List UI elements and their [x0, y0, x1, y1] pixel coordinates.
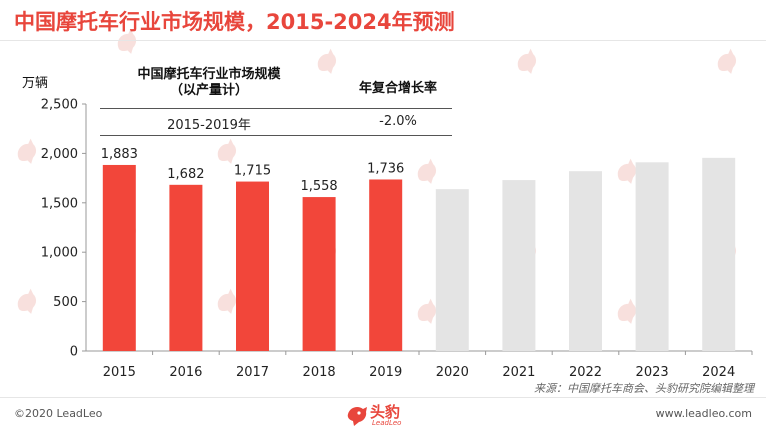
website-link[interactable]: www.leadleo.com [655, 407, 752, 420]
x-tick-label: 2022 [569, 365, 602, 380]
x-tick-label: 2015 [103, 365, 136, 380]
y-tick-label: 500 [53, 295, 78, 310]
watermark-mark [517, 48, 537, 74]
watermark-mark [117, 28, 137, 54]
info-box-period: 2015-2019年 [167, 118, 251, 133]
footer-divider [0, 397, 766, 398]
source-note: 来源：中国摩托车商会、头豹研究院编辑整理 [534, 382, 754, 395]
x-tick-label: 2017 [236, 365, 269, 380]
watermark-mark [217, 138, 237, 164]
info-box-row-background [100, 109, 452, 135]
info-box-header-cagr: 年复合增长率 [358, 81, 437, 96]
actual-bar [369, 179, 403, 351]
info-box-bottom-rule [100, 135, 452, 136]
y-tick-label: 2,000 [41, 147, 78, 162]
y-tick-label: 2,500 [41, 98, 78, 113]
watermark-mark [317, 48, 337, 74]
x-tick-label: 2021 [502, 365, 535, 380]
info-box-cagr-value: -2.0% [379, 114, 417, 129]
watermark-mark [617, 158, 637, 184]
title-divider [0, 40, 766, 41]
actual-bar [302, 197, 336, 351]
info-box-header-scale-line1: 中国摩托车行业市场规模 [137, 67, 281, 82]
data-label: 1,736 [367, 161, 404, 176]
data-label: 1,558 [300, 179, 337, 194]
watermark-mark [717, 48, 737, 74]
forecast-bar [569, 171, 602, 351]
data-label: 1,883 [101, 147, 138, 162]
watermark-mark [17, 288, 37, 314]
copyright-text: ©2020 LeadLeo [14, 407, 103, 420]
data-label: 1,715 [234, 164, 271, 179]
x-tick-label: 2019 [369, 365, 402, 380]
data-label: 1,682 [167, 167, 204, 182]
info-box-header-scale-line2: （以产量计） [169, 83, 248, 98]
forecast-bar [435, 189, 469, 351]
x-tick-label: 2024 [702, 365, 735, 380]
watermark-mark [417, 298, 437, 324]
forecast-bar [502, 180, 536, 351]
x-tick-label: 2023 [636, 365, 669, 380]
x-tick-label: 2018 [303, 365, 336, 380]
actual-bar [236, 181, 269, 351]
brand-name: 头豹 [370, 403, 401, 421]
page-title: 中国摩托车行业市场规模，2015-2024年预测 [14, 10, 455, 34]
x-tick-label: 2016 [169, 365, 202, 380]
watermark-mark [417, 158, 437, 184]
leopard-logo-icon [347, 406, 367, 426]
y-axis-unit-label: 万辆 [22, 76, 49, 91]
forecast-bar [635, 162, 669, 351]
watermark-mark [617, 298, 637, 324]
forecast-bar [702, 157, 736, 351]
actual-bar [169, 184, 203, 351]
info-box-header-scale: 中国摩托车行业市场规模 （以产量计） [104, 67, 314, 99]
actual-bar [102, 164, 136, 351]
watermark-mark [17, 138, 37, 164]
brand-subtitle: LeadLeo [372, 419, 402, 427]
x-tick-label: 2020 [436, 365, 469, 380]
y-tick-label: 1,000 [41, 246, 78, 261]
y-tick-label: 1,500 [41, 196, 78, 211]
watermark-mark [217, 288, 237, 314]
info-box-top-rule [100, 108, 452, 109]
y-tick-label: 0 [70, 345, 78, 360]
